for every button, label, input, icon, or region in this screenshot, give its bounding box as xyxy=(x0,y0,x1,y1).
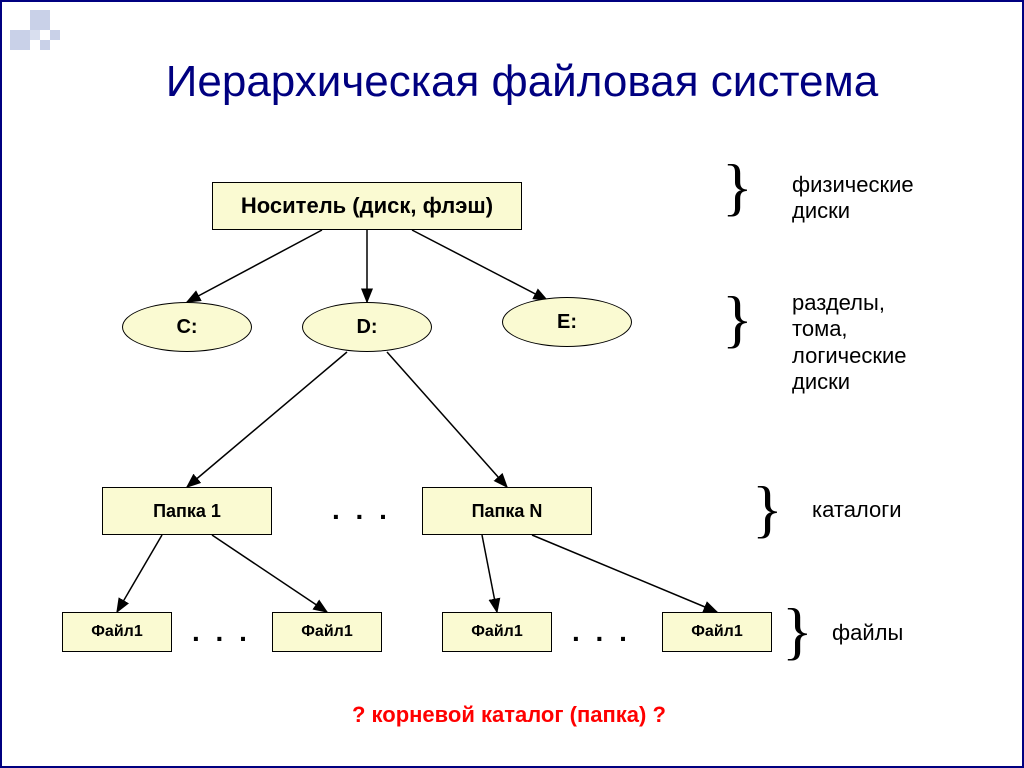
node-label: Файл1 xyxy=(301,623,352,641)
label-partitions: разделы, тома, логические диски xyxy=(792,290,906,396)
node-root-storage: Носите­ль (диск, флэш) xyxy=(212,182,522,230)
ellipsis-files-right: . . . xyxy=(572,616,631,648)
label-catalogs: каталоги xyxy=(812,497,902,523)
label-line: логические xyxy=(792,343,906,369)
label-line: тома, xyxy=(792,316,906,342)
footer-question: ? корневой каталог (папка) ? xyxy=(352,702,666,728)
node-file-2: Файл1 xyxy=(272,612,382,652)
label-line: диски xyxy=(792,369,906,395)
node-folder-1: Папка 1 xyxy=(102,487,272,535)
ellipsis-files-left: . . . xyxy=(192,616,251,648)
node-drive-c: C: xyxy=(122,302,252,352)
node-label: C: xyxy=(176,316,197,339)
node-drive-d: D: xyxy=(302,302,432,352)
node-label: Файл1 xyxy=(91,623,142,641)
node-label: Носите­ль (диск, флэш) xyxy=(241,193,493,219)
label-line: разделы, xyxy=(792,290,906,316)
node-label: Файл1 xyxy=(691,623,742,641)
node-folder-n: Папка N xyxy=(422,487,592,535)
node-drive-e: E: xyxy=(502,297,632,347)
brace-files: } xyxy=(782,594,813,668)
node-file-4: Файл1 xyxy=(662,612,772,652)
node-file-1: Файл1 xyxy=(62,612,172,652)
label-files: файлы xyxy=(832,620,903,646)
node-label: Папка 1 xyxy=(153,501,221,522)
ellipsis-folders: . . . xyxy=(332,494,391,526)
node-label: Файл1 xyxy=(471,623,522,641)
label-line: физические xyxy=(792,172,914,198)
brace-catalogs: } xyxy=(752,472,783,546)
node-label: Папка N xyxy=(472,501,543,522)
node-label: E: xyxy=(557,311,577,334)
label-line: диски xyxy=(792,198,914,224)
label-line: каталоги xyxy=(812,497,902,522)
label-physical-disks: физические диски xyxy=(792,172,914,225)
brace-partitions: } xyxy=(722,282,753,356)
label-line: файлы xyxy=(832,620,903,645)
node-label: D: xyxy=(356,316,377,339)
diagram-canvas: Носите­ль (диск, флэш) C: D: E: Папка 1 … xyxy=(2,2,1024,768)
node-file-3: Файл1 xyxy=(442,612,552,652)
brace-physical-disks: } xyxy=(722,150,753,224)
slide: Иерархическая файловая система Носите­ль… xyxy=(0,0,1024,768)
